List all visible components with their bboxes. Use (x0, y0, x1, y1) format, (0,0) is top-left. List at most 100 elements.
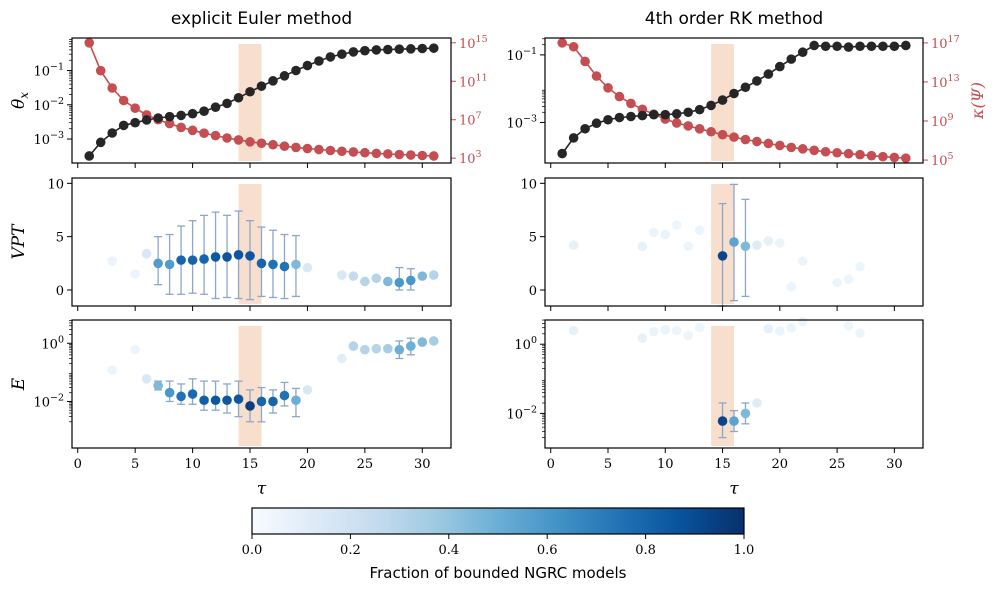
highlight-band (238, 326, 262, 446)
kappa-point (752, 136, 762, 147)
kappa-point (176, 122, 186, 133)
theta-point (637, 110, 648, 121)
data-point (360, 276, 370, 287)
data-point (245, 251, 255, 261)
data-point (360, 344, 370, 355)
kappa-point (568, 41, 579, 52)
kappa-point (84, 38, 95, 48)
kappa-point (383, 149, 393, 159)
kappa-tick-label: 1017 (931, 34, 960, 52)
x-tick-label: 5 (604, 457, 612, 472)
colorbar-tick-label: 0.0 (242, 543, 263, 558)
theta-point (626, 111, 636, 122)
data-point (348, 271, 359, 281)
kappa-tick-label: 1015 (459, 34, 488, 52)
data-point (568, 325, 579, 336)
data-point (164, 387, 175, 398)
kappa-point (394, 149, 405, 160)
theta-point (603, 114, 613, 125)
x-tick-label: 30 (886, 457, 903, 472)
kappa-tick-label: 103 (459, 149, 482, 167)
y-axis-label: θx (9, 92, 31, 109)
data-point (199, 395, 209, 406)
data-point (371, 273, 382, 284)
y-tick-label: 0 (529, 284, 537, 299)
theta-point (130, 117, 140, 128)
theta-point (256, 81, 267, 91)
kappa-point (866, 150, 877, 161)
theta-point (153, 113, 163, 123)
axes-frame (71, 37, 452, 164)
x-tick-label: 20 (299, 457, 316, 472)
theta-point (820, 41, 831, 52)
kappa-point (233, 135, 244, 145)
theta-point (889, 41, 900, 52)
data-point (775, 238, 785, 248)
data-point (671, 220, 682, 230)
kappa-point (130, 103, 140, 113)
kappa-point (694, 124, 705, 134)
data-point (394, 277, 405, 288)
data-point (752, 398, 762, 408)
subplot-vpt: 0 5 10 VPT (9, 177, 452, 311)
theta-point (843, 42, 854, 52)
theta-point (383, 44, 393, 55)
subplot-theta: 10−3 10−1 105 109 1013 1017 κ(Ψ) (506, 34, 987, 169)
theta-point (671, 109, 682, 119)
kappa-point (325, 145, 336, 156)
data-point (279, 390, 290, 401)
theta-point (740, 82, 751, 93)
kappa-point (729, 132, 739, 142)
panel-title: 4th order RK method (645, 9, 823, 29)
data-point (337, 270, 347, 280)
data-point (130, 269, 140, 279)
theta-point (557, 148, 567, 159)
theta-point (95, 137, 106, 148)
data-point (210, 395, 221, 406)
kappa-point (164, 118, 175, 129)
axes-frame (71, 319, 452, 449)
theta-point (245, 86, 255, 97)
theta-point (878, 41, 888, 52)
data-point (832, 277, 842, 288)
data-point (660, 229, 671, 240)
axes-frame (544, 177, 924, 307)
data-point (763, 323, 774, 334)
kappa-point (717, 129, 728, 140)
data-point (210, 252, 221, 262)
theta-point (683, 107, 693, 118)
x-axis-label: τ (257, 479, 267, 499)
y-tick-label: 10−2 (506, 404, 537, 422)
subplot-theta: 10−3 10−2 10−1 103 107 1011 1015 θx (9, 34, 488, 168)
data-point (233, 394, 244, 404)
theta-point (901, 40, 911, 51)
data-point (637, 241, 648, 252)
kappa-point (820, 146, 831, 157)
data-point (153, 380, 163, 391)
x-tick-label: 10 (657, 457, 674, 472)
theta-point (763, 69, 774, 79)
y-axis-label: VPT (9, 223, 29, 260)
theta-point (417, 43, 428, 54)
data-point (107, 365, 117, 375)
theta-point (649, 109, 659, 120)
data-point (694, 225, 705, 236)
data-point (302, 262, 313, 273)
data-point (371, 343, 382, 354)
axes-frame (544, 37, 924, 164)
kappa-point (245, 137, 255, 147)
theta-point (855, 41, 865, 52)
x-tick-label: 0 (74, 457, 82, 472)
subplot-vpt: 0 5 10 (520, 177, 924, 311)
theta-point (325, 52, 336, 62)
colorbar-tick-label: 0.2 (340, 543, 361, 558)
theta-point (717, 95, 728, 105)
y-tick-label: 10−2 (33, 392, 64, 410)
kappa-point (763, 138, 774, 149)
axes-frame (544, 319, 924, 449)
kappa-point (706, 126, 716, 137)
theta-point (164, 111, 175, 122)
kappa-point (901, 153, 911, 163)
data-point (637, 333, 648, 343)
kappa-point (889, 152, 900, 163)
